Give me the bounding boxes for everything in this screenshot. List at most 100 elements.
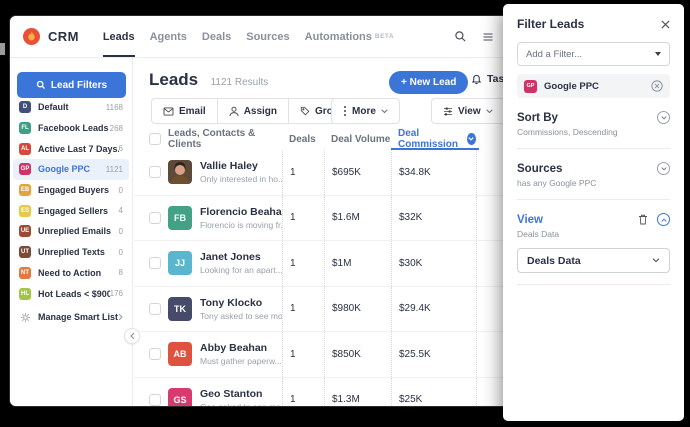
top-navigation: CRM Leads Agents Deals Sources Automatio… (10, 16, 560, 58)
deals-count: 1 (282, 150, 324, 195)
section-subtitle: Commissions, Descending (517, 127, 618, 137)
new-lead-button[interactable]: + New Lead (389, 71, 469, 94)
sidebar-item-active-last-7-days[interactable]: AL Active Last 7 Days... 6 (13, 138, 129, 159)
list-color-badge: FL (19, 122, 31, 135)
main-content: Leads 1121 Results + New Lead Tasks Emai… (134, 58, 560, 406)
row-checkbox[interactable] (149, 348, 161, 361)
list-color-badge: D (19, 101, 31, 114)
sidebar-item-need-to-action[interactable]: NT Need to Action 8 (13, 263, 129, 284)
view-button[interactable]: View (431, 98, 505, 124)
menu-icon[interactable] (482, 32, 494, 42)
table-row[interactable]: FB Florencio Beahan Florencio is moving … (134, 195, 560, 241)
view-data-select[interactable]: Deals Data (517, 248, 670, 273)
column-leads-contacts-clients[interactable]: Leads, Contacts & Clients (168, 128, 256, 150)
lead-name[interactable]: Vallie Haley (200, 160, 258, 173)
sidebar-item-label: Google PPC (38, 164, 91, 175)
lead-avatar: TK (168, 296, 192, 321)
trash-icon[interactable] (638, 214, 648, 225)
assign-button[interactable]: Assign (216, 98, 290, 124)
deal-commission: $30K (391, 241, 476, 286)
list-color-badge: UE (19, 225, 31, 238)
deal-commission: $34.8K (391, 150, 476, 195)
search-icon[interactable] (454, 30, 467, 43)
section-subtitle: Deals Data (517, 229, 560, 239)
section-sort-by: Sort By Commissions, Descending (517, 111, 670, 137)
deal-volume: $1.6M (324, 195, 391, 240)
sidebar-item-unreplied-texts[interactable]: UT Unreplied Texts 0 (13, 242, 129, 263)
table-row[interactable]: Vallie Haley Only interested in ho... 1 … (134, 150, 560, 196)
lead-name[interactable]: Abby Beahan (200, 342, 268, 355)
filter-chip-google-ppc[interactable]: GP Google PPC (517, 74, 670, 98)
row-checkbox[interactable] (149, 166, 161, 179)
chevron-down-icon (652, 258, 660, 263)
close-icon[interactable] (661, 19, 670, 29)
collapse-section-icon[interactable] (657, 213, 670, 226)
lead-name[interactable]: Janet Jones (200, 251, 261, 264)
deal-commission: $25K (391, 377, 476, 406)
panel-title: Filter Leads (517, 17, 585, 31)
nav-item-leads[interactable]: Leads (102, 16, 135, 57)
column-deal-volume[interactable]: Deal Volume (331, 133, 391, 145)
gear-icon (19, 312, 31, 323)
select-all-checkbox[interactable] (149, 133, 161, 145)
lead-note: Geo asked to see mo... (200, 402, 282, 406)
table-row[interactable]: AB Abby Beahan Must gather paperw... 1 $… (134, 332, 560, 378)
sidebar-item-manage-smart-lists[interactable]: Manage Smart Lists (13, 307, 129, 328)
deal-commission: $32K (391, 195, 476, 240)
section-view: View Deals Data (517, 213, 670, 239)
sort-descending-icon[interactable] (466, 133, 476, 145)
sidebar-item-unreplied-emails[interactable]: UE Unreplied Emails 0 (13, 221, 129, 242)
table-header: Leads, Contacts & Clients Deals Deal Vol… (134, 128, 560, 150)
row-checkbox[interactable] (149, 302, 161, 315)
add-filter-dropdown[interactable]: Add a Filter... (517, 42, 670, 66)
column-deals[interactable]: Deals (289, 133, 316, 145)
active-sort-column-underline (391, 148, 479, 150)
lead-avatar: JJ (168, 251, 192, 276)
row-checkbox[interactable] (149, 393, 161, 406)
deal-volume: $1M (324, 241, 391, 286)
sidebar-item-label: Hot Leads < $900K (38, 288, 110, 299)
divider (517, 148, 670, 149)
nav-item-automations[interactable]: Automations BETA (304, 31, 395, 43)
deal-volume: $850K (324, 332, 391, 377)
table-row[interactable]: TK Tony Klocko Tony asked to see mo... 1… (134, 286, 560, 332)
row-checkbox[interactable] (149, 211, 161, 224)
lead-name[interactable]: Florencio Beahan (200, 205, 282, 218)
filter-chip-label: Google PPC (544, 80, 599, 92)
remove-chip-icon[interactable] (651, 80, 663, 92)
more-button[interactable]: More (331, 98, 400, 124)
table-row[interactable]: GS Geo Stanton Geo asked to see mo... 1 … (134, 377, 560, 406)
sidebar-item-label: Active Last 7 Days... (38, 143, 119, 154)
lead-note: Florencio is moving fr... (200, 219, 282, 230)
sidebar-item-engaged-buyers[interactable]: EB Engaged Buyers 0 (13, 180, 129, 201)
sidebar-item-count: 1121 (105, 164, 123, 174)
column-deal-commission[interactable]: Deal Commission (391, 128, 476, 150)
sidebar-item-hot-leads[interactable]: HL Hot Leads < $900K 176 (13, 283, 129, 304)
deal-volume: $980K (324, 286, 391, 331)
nav-item-deals[interactable]: Deals (201, 31, 232, 43)
sidebar-item-facebook-leads[interactable]: FL Facebook Leads 268 (13, 118, 129, 139)
list-color-badge: ES (19, 204, 31, 217)
section-title: Sort By (517, 111, 558, 124)
lead-name[interactable]: Tony Klocko (200, 296, 263, 309)
lead-name[interactable]: Geo Stanton (200, 387, 263, 400)
nav-items: Leads Agents Deals Sources Automations BE… (102, 16, 395, 57)
sidebar-item-google-ppc[interactable]: GP Google PPC 1121 (13, 159, 129, 180)
table-row[interactable]: JJ Janet Jones Looking for an apart... 1… (134, 241, 560, 287)
expand-section-icon[interactable] (657, 111, 670, 124)
row-checkbox[interactable] (149, 257, 161, 270)
collapse-sidebar-icon[interactable] (124, 328, 140, 344)
sidebar-item-default[interactable]: D Default 1168 (13, 97, 129, 118)
deals-count: 1 (282, 241, 324, 286)
nav-item-sources[interactable]: Sources (246, 31, 290, 43)
list-color-badge: UT (19, 246, 31, 259)
sidebar-item-label: Unreplied Texts (38, 247, 105, 258)
lead-filters-button[interactable]: Lead Filters (17, 72, 126, 98)
expand-section-icon[interactable] (657, 162, 670, 175)
nav-item-agents[interactable]: Agents (149, 31, 187, 43)
sidebar-item-engaged-sellers[interactable]: ES Engaged Sellers 4 (13, 200, 129, 221)
sidebar-item-label: Facebook Leads (38, 123, 109, 134)
email-button[interactable]: Email (151, 98, 218, 124)
chevron-down-icon (381, 108, 388, 114)
leads-table: Vallie Haley Only interested in ho... 1 … (134, 150, 560, 406)
